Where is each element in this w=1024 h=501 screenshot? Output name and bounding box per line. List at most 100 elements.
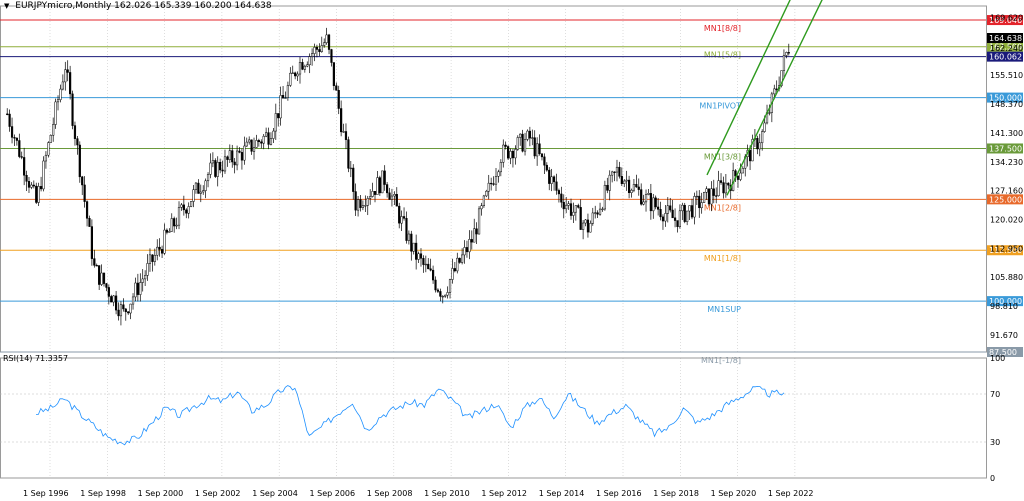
candle-body xyxy=(197,182,200,194)
candle-body xyxy=(296,73,299,77)
candle-body xyxy=(606,184,609,191)
candle-body xyxy=(344,131,348,140)
candle-body xyxy=(15,137,18,141)
candle-body xyxy=(395,194,398,207)
candle-body xyxy=(613,171,616,173)
level-price-tag xyxy=(987,92,1023,103)
candle-body xyxy=(562,201,565,210)
candle-body xyxy=(148,254,152,264)
candle-body xyxy=(477,208,481,235)
level-price-tag xyxy=(987,296,1023,307)
candle-body xyxy=(480,205,483,210)
candle-body xyxy=(185,209,188,214)
candle-body xyxy=(330,49,333,63)
candle-body xyxy=(446,292,449,296)
collapse-triangle-icon[interactable]: ▼ xyxy=(4,2,10,10)
rsi-panel-frame xyxy=(0,357,987,479)
candle-body xyxy=(20,156,23,158)
candle-body xyxy=(18,140,21,157)
candle-body xyxy=(318,49,321,52)
candle-body xyxy=(78,144,81,178)
candle-body xyxy=(741,167,744,174)
time-tick-label: 1 Sep 2004 xyxy=(252,489,298,498)
candle-body xyxy=(492,183,495,185)
candle-body xyxy=(260,141,263,144)
level-label: MN1PIVOT xyxy=(699,102,741,111)
candle-body xyxy=(768,112,771,114)
price-tick-label: 155.510 xyxy=(990,71,1023,80)
candle-body xyxy=(664,213,667,222)
candle-body xyxy=(323,42,326,46)
candle-body xyxy=(642,201,645,205)
time-tick-label: 1 Sep 1998 xyxy=(80,489,126,498)
time-tick-label: 1 Sep 2022 xyxy=(768,489,814,498)
level-price-tag xyxy=(987,51,1023,62)
candle-body xyxy=(49,134,52,143)
rsi-label: RSI(14) 71.3357 xyxy=(3,354,69,363)
candle-body xyxy=(453,268,456,272)
candle-body xyxy=(710,188,713,205)
candle-body xyxy=(369,196,372,199)
candle-body xyxy=(202,190,205,193)
candle-body xyxy=(652,197,655,212)
candle-body xyxy=(584,219,587,224)
candle-body xyxy=(206,174,210,182)
candle-body xyxy=(673,217,677,221)
candle-body xyxy=(461,254,464,263)
candle-body xyxy=(557,190,561,195)
candle-body xyxy=(269,138,273,145)
candle-body xyxy=(499,162,502,173)
candle-body xyxy=(281,95,285,99)
candle-body xyxy=(637,186,640,190)
candle-body xyxy=(538,143,541,154)
candle-body xyxy=(567,203,570,206)
candle-body xyxy=(332,62,335,86)
candle-body xyxy=(102,272,106,284)
candle-body xyxy=(64,69,67,83)
candle-body xyxy=(342,131,345,133)
candle-body xyxy=(574,205,577,213)
candle-body xyxy=(407,233,410,241)
candle-body xyxy=(134,282,137,298)
candle-body xyxy=(579,207,582,230)
candle-body xyxy=(787,52,790,54)
candle-body xyxy=(427,263,430,270)
candle-body xyxy=(497,171,500,177)
candle-body xyxy=(415,242,418,260)
candle-body xyxy=(32,184,35,187)
candle-body xyxy=(376,177,379,195)
candle-body xyxy=(129,303,132,314)
candle-body xyxy=(412,242,415,252)
price-tick-label: 98.810 xyxy=(990,302,1018,311)
candle-body xyxy=(71,93,74,126)
level-label: MN1[-1/8] xyxy=(701,356,741,365)
candle-body xyxy=(625,179,628,182)
level-label: MN1[2/8] xyxy=(704,203,741,212)
candle-body xyxy=(199,191,202,194)
time-tick-label: 1 Sep 2006 xyxy=(310,489,356,498)
candle-body xyxy=(262,135,265,144)
time-tick-label: 1 Sep 2000 xyxy=(138,489,184,498)
candle-body xyxy=(734,170,737,177)
candle-body xyxy=(451,268,454,280)
time-tick-label: 1 Sep 1996 xyxy=(23,489,69,498)
level-label: MN1[1/8] xyxy=(704,254,741,263)
candle-body xyxy=(386,184,389,194)
level-label: MN1SUP xyxy=(707,305,741,314)
candle-body xyxy=(383,170,386,185)
candle-body xyxy=(419,253,423,259)
time-tick-label: 1 Sep 2018 xyxy=(653,489,699,498)
price-tick-label: 91.670 xyxy=(990,331,1018,340)
candle-body xyxy=(700,202,703,209)
candle-body xyxy=(294,72,297,77)
candle-body xyxy=(66,69,69,73)
candle-body xyxy=(378,177,381,194)
candle-body xyxy=(589,223,592,233)
candle-body xyxy=(127,311,130,314)
channel-lower-line xyxy=(726,0,823,196)
candle-body xyxy=(763,122,766,132)
candle-body xyxy=(594,212,597,214)
candle-body xyxy=(611,171,614,176)
candle-body xyxy=(240,152,244,161)
